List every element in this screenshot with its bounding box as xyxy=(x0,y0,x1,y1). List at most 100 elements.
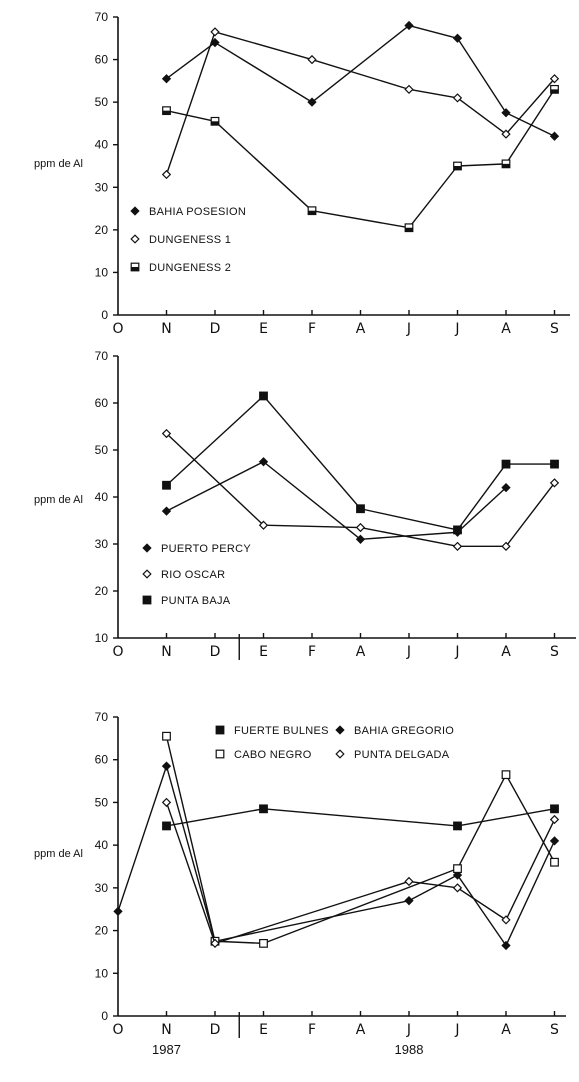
x-tick-label: O xyxy=(112,321,123,337)
x-tick-label: F xyxy=(308,1022,316,1038)
x-tick-label: D xyxy=(210,644,221,660)
data-point xyxy=(355,534,366,544)
x-tick-label: A xyxy=(501,644,511,660)
legend-marker xyxy=(142,569,152,579)
x-tick-label: N xyxy=(161,1022,171,1038)
legend: PUERTO PERCY RIO OSCAR PUNTA BAJA xyxy=(142,543,251,607)
y-tick-label: 0 xyxy=(101,1009,108,1023)
series-line xyxy=(165,31,556,175)
legend-label: RIO OSCAR xyxy=(161,569,225,581)
x-tick-label: J xyxy=(454,644,459,660)
data-point xyxy=(162,821,171,831)
data-point xyxy=(452,883,463,893)
data-point xyxy=(549,814,560,825)
data-point xyxy=(501,770,511,780)
legend-marker xyxy=(142,543,152,553)
data-point xyxy=(453,525,462,535)
x-tick-label: J xyxy=(454,1022,459,1038)
x-tick-label: J xyxy=(406,644,411,660)
data-point xyxy=(161,797,172,808)
data-point xyxy=(452,33,463,43)
data-point xyxy=(258,457,269,467)
data-point xyxy=(404,20,414,31)
y-tick-label: 10 xyxy=(95,265,109,279)
data-point xyxy=(161,761,172,771)
series-rio-oscar xyxy=(161,428,560,551)
data-point xyxy=(210,27,220,37)
data-point xyxy=(404,84,414,95)
x-tick-label: N xyxy=(161,644,171,660)
y-tick-label: 70 xyxy=(95,10,109,24)
y-tick-label: 30 xyxy=(95,881,109,895)
series-bahia-posesion xyxy=(161,20,560,141)
legend-label: PUNTA DELGADA xyxy=(354,749,450,761)
data-point xyxy=(404,876,414,887)
y-tick-label: 20 xyxy=(95,223,109,237)
series-bahia-gregorio xyxy=(113,761,560,951)
legend-label: DUNGENESS 2 xyxy=(149,262,231,274)
y-axis-label: ppm de Al xyxy=(34,848,83,860)
x-tick-label: F xyxy=(308,644,316,660)
data-point xyxy=(259,938,268,948)
x-tick-label: A xyxy=(356,321,366,337)
series-dungeness-2 xyxy=(162,84,559,233)
x-tick-label: E xyxy=(259,1022,268,1038)
legend-marker xyxy=(142,595,152,605)
x-tick-label: S xyxy=(550,644,559,660)
y-tick-label: 20 xyxy=(95,924,109,938)
data-point xyxy=(307,97,317,107)
x-tick-label: F xyxy=(308,321,316,337)
data-point xyxy=(501,108,511,118)
x-tick-label: A xyxy=(356,644,366,660)
legend-marker xyxy=(130,206,140,216)
y-tick-label: 0 xyxy=(101,308,108,322)
legend-label: FUERTE BULNES xyxy=(234,725,329,737)
legend-marker xyxy=(335,725,345,735)
data-point xyxy=(161,169,172,180)
y-tick-label: 60 xyxy=(95,53,109,67)
legend-label: BAHIA GREGORIO xyxy=(354,725,454,737)
legend-marker xyxy=(215,749,225,759)
y-tick-label: 30 xyxy=(95,180,109,194)
data-point xyxy=(549,131,560,141)
y-tick-label: 40 xyxy=(95,490,109,504)
y-tick-label: 60 xyxy=(95,753,109,767)
data-point xyxy=(549,478,560,488)
year-label: 1988 xyxy=(395,1042,424,1057)
y-tick-label: 50 xyxy=(95,795,109,809)
data-point xyxy=(453,821,462,831)
data-point xyxy=(501,129,511,139)
y-tick-label: 70 xyxy=(95,349,109,363)
data-point xyxy=(404,223,414,233)
x-tick-label: E xyxy=(259,321,268,337)
data-point xyxy=(550,857,559,867)
series-dungeness-1 xyxy=(161,27,560,180)
y-tick-label: 70 xyxy=(95,710,109,724)
data-point xyxy=(452,541,463,551)
y-tick-label: 50 xyxy=(95,443,109,457)
data-point xyxy=(113,906,123,916)
legend: BAHIA POSESION DUNGENESS 1 DUNGENESS 2 xyxy=(130,206,246,274)
series-punta-baja xyxy=(162,391,559,535)
year-label: 1987 xyxy=(152,1042,181,1057)
data-point xyxy=(550,84,559,94)
y-tick-label: 40 xyxy=(95,838,109,852)
legend-label: BAHIA POSESION xyxy=(149,206,246,218)
series-punta-delgada xyxy=(161,797,560,949)
data-point xyxy=(162,480,171,490)
series-fuerte-bulnes xyxy=(162,804,559,831)
data-point xyxy=(258,520,269,530)
data-point xyxy=(501,915,511,925)
legend-label: PUERTO PERCY xyxy=(161,543,251,555)
y-axis-label: ppm de Al xyxy=(34,158,83,170)
x-tick-label: J xyxy=(454,321,459,337)
x-tick-label: J xyxy=(406,1022,411,1038)
series-line xyxy=(166,24,555,137)
data-point xyxy=(453,864,462,874)
data-point xyxy=(549,836,560,846)
x-tick-label: A xyxy=(501,321,511,337)
y-tick-label: 30 xyxy=(95,537,109,551)
